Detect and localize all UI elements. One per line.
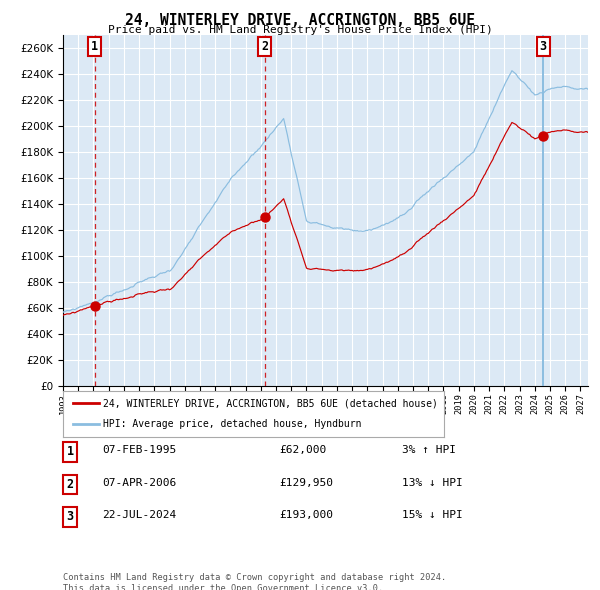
- Text: 2: 2: [67, 478, 74, 491]
- Text: HPI: Average price, detached house, Hyndburn: HPI: Average price, detached house, Hynd…: [103, 419, 362, 429]
- Text: Price paid vs. HM Land Registry's House Price Index (HPI): Price paid vs. HM Land Registry's House …: [107, 25, 493, 35]
- Text: £129,950: £129,950: [279, 478, 333, 488]
- Text: £193,000: £193,000: [279, 510, 333, 520]
- Text: 3: 3: [539, 40, 547, 53]
- Text: 15% ↓ HPI: 15% ↓ HPI: [402, 510, 463, 520]
- Text: 1: 1: [91, 40, 98, 53]
- Text: 22-JUL-2024: 22-JUL-2024: [102, 510, 176, 520]
- Text: 07-FEB-1995: 07-FEB-1995: [102, 445, 176, 455]
- Text: 3: 3: [67, 510, 74, 523]
- Text: £62,000: £62,000: [279, 445, 326, 455]
- Text: This data is licensed under the Open Government Licence v3.0.: This data is licensed under the Open Gov…: [63, 584, 383, 590]
- Text: Contains HM Land Registry data © Crown copyright and database right 2024.: Contains HM Land Registry data © Crown c…: [63, 573, 446, 582]
- Text: 1: 1: [67, 445, 74, 458]
- Text: 13% ↓ HPI: 13% ↓ HPI: [402, 478, 463, 488]
- Text: 24, WINTERLEY DRIVE, ACCRINGTON, BB5 6UE (detached house): 24, WINTERLEY DRIVE, ACCRINGTON, BB5 6UE…: [103, 398, 438, 408]
- Text: 2: 2: [262, 40, 268, 53]
- Text: 24, WINTERLEY DRIVE, ACCRINGTON, BB5 6UE: 24, WINTERLEY DRIVE, ACCRINGTON, BB5 6UE: [125, 13, 475, 28]
- Text: 3% ↑ HPI: 3% ↑ HPI: [402, 445, 456, 455]
- Text: 07-APR-2006: 07-APR-2006: [102, 478, 176, 488]
